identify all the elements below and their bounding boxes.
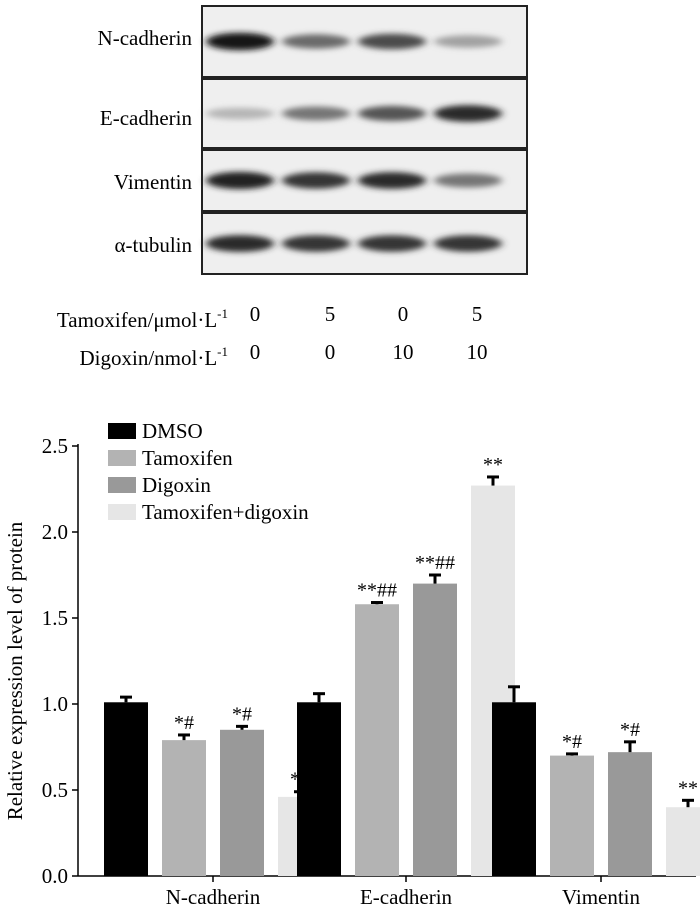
tamoxifen-dose-lane-4: 5 xyxy=(471,302,483,326)
significance-label: ** xyxy=(483,454,503,476)
blot-band-e-cadherin-lane-2 xyxy=(282,106,350,121)
blot-band-vimentin-lane-1 xyxy=(206,171,274,190)
blot-band-e-cadherin-lane-3 xyxy=(358,105,426,122)
blot-band-n-cadherin-lane-3 xyxy=(358,33,426,50)
bar-dmso-vimentin xyxy=(492,702,536,876)
legend-label-tamoxifen: Tamoxifen xyxy=(142,446,233,470)
legend-label-dmso: DMSO xyxy=(142,419,203,443)
digoxin-dose-lane-3: 10 xyxy=(392,340,414,364)
y-tick-label: 1.5 xyxy=(42,606,68,630)
blot-strip-border-n-cadherin xyxy=(201,5,528,78)
legend-swatch-tamoxifen-digoxin xyxy=(108,504,136,520)
significance-label: ** xyxy=(678,777,698,799)
bar-digoxin-e-cadherin xyxy=(413,583,457,876)
digoxin-dose-lane-4: 10 xyxy=(466,340,488,364)
blot-band-n-cadherin-lane-4 xyxy=(434,35,502,48)
tamoxifen-dose-lane-2: 5 xyxy=(324,302,336,326)
digoxin-dose-lane-2: 0 xyxy=(324,340,336,364)
y-tick-label: 2.5 xyxy=(42,434,68,458)
blot-band-vimentin-lane-2 xyxy=(282,172,350,189)
blot-strip-border-vimentin xyxy=(201,149,528,212)
y-tick-label: 2.0 xyxy=(42,520,68,544)
legend-swatch-digoxin xyxy=(108,477,136,493)
x-tick-label: N-cadherin xyxy=(166,885,261,907)
significance-label: **## xyxy=(415,552,455,574)
legend-swatch-dmso xyxy=(108,423,136,439)
legend-label-tamoxifen-digoxin: Tamoxifen+digoxin xyxy=(142,500,309,524)
significance-label: *# xyxy=(174,712,194,734)
tamoxifen-dose-lane-1: 0 xyxy=(249,302,261,326)
blot-label-alpha-tubulin: α-tubulin xyxy=(114,233,193,257)
blot-band--tubulin-lane-2 xyxy=(282,235,350,252)
legend-swatch-tamoxifen xyxy=(108,450,136,466)
y-axis-label: Relative expression level of protein xyxy=(3,521,27,820)
blot-strip-border-e-cadherin xyxy=(201,78,528,149)
significance-label: *# xyxy=(232,703,252,725)
bar-tamoxifen-n-cadherin xyxy=(162,740,206,876)
y-tick-label: 0.5 xyxy=(42,778,68,802)
significance-label: *# xyxy=(620,719,640,741)
blot-band--tubulin-lane-1 xyxy=(206,235,274,252)
digoxin-dose-lane-1: 0 xyxy=(249,340,261,364)
bar-chart: 0.0 0.5 1.0 1.5 2.0 2.5 Relative expression le… xyxy=(3,419,700,907)
treatment-label-digoxin: Digoxin/nmol·L-1 xyxy=(79,344,228,370)
blot-band-vimentin-lane-3 xyxy=(358,172,426,189)
blot-label-e-cadherin: E-cadherin xyxy=(99,106,192,130)
bar-tamoxifen-vimentin xyxy=(550,755,594,876)
y-tick-label: 0.0 xyxy=(42,864,68,888)
bar-tamoxifen-e-cadherin xyxy=(355,604,399,876)
blot-band-vimentin-lane-4 xyxy=(434,173,502,188)
legend-label-digoxin: Digoxin xyxy=(142,473,211,497)
blot-band-n-cadherin-lane-1 xyxy=(206,32,274,51)
blot-band-e-cadherin-lane-1 xyxy=(206,107,274,120)
treatment-label-tamoxifen: Tamoxifen/μmol·L-1 xyxy=(56,306,228,332)
blot-label-vimentin: Vimentin xyxy=(113,170,192,194)
bar-digoxin-n-cadherin xyxy=(220,729,264,876)
western-blot-panel: N-cadherin E-cadherin Vimentin α-tubulin… xyxy=(0,0,700,380)
blot-label-n-cadherin: N-cadherin xyxy=(97,26,192,50)
x-tick-label: Vimentin xyxy=(562,885,641,907)
bar-tamoxifen-digoxin-vimentin xyxy=(666,807,700,876)
blot-band-n-cadherin-lane-2 xyxy=(282,34,350,49)
blot-strip-border--tubulin xyxy=(201,212,528,275)
bar-dmso-e-cadherin xyxy=(297,702,341,876)
blot-band--tubulin-lane-3 xyxy=(358,235,426,252)
tamoxifen-dose-lane-3: 0 xyxy=(397,302,409,326)
significance-label: **## xyxy=(357,580,397,602)
blot-band--tubulin-lane-4 xyxy=(434,235,502,252)
bar-dmso-n-cadherin xyxy=(104,702,148,876)
y-tick-label: 1.0 xyxy=(42,692,68,716)
significance-label: *# xyxy=(562,731,582,753)
blot-band-e-cadherin-lane-4 xyxy=(434,105,502,122)
bar-digoxin-vimentin xyxy=(608,752,652,876)
x-tick-label: E-cadherin xyxy=(360,885,453,907)
western-blot-image xyxy=(201,5,528,275)
